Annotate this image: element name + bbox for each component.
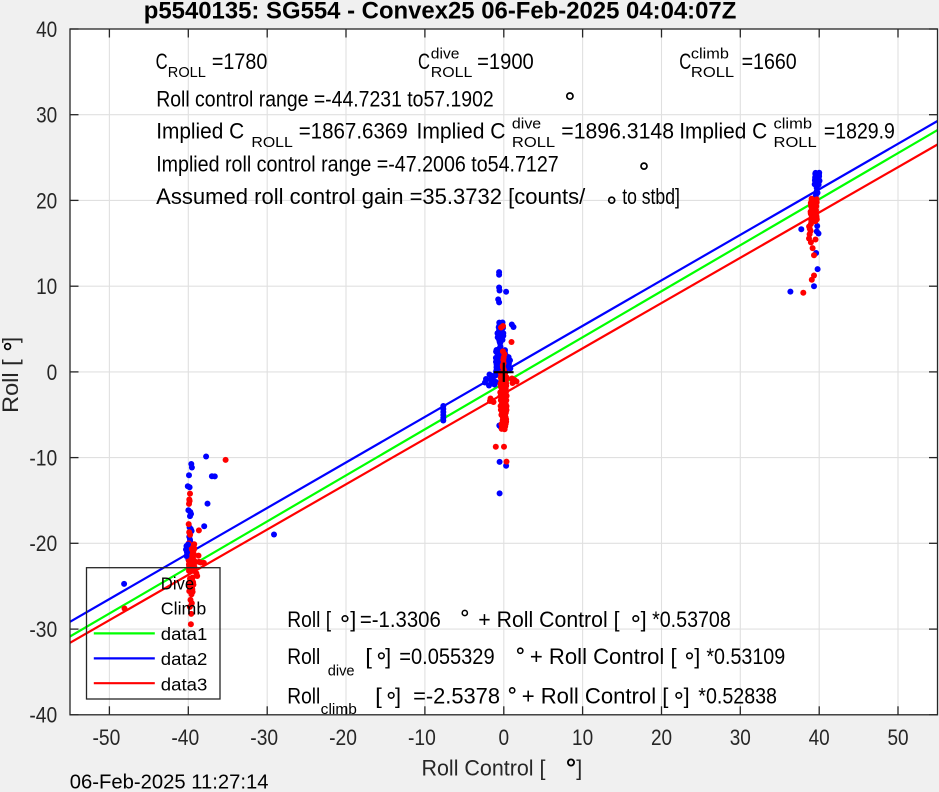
svg-text:-10: -10 [408, 725, 436, 750]
svg-text:=1900: =1900 [477, 49, 534, 74]
svg-text:10: 10 [572, 725, 593, 750]
svg-text:Implied C: Implied C [156, 118, 244, 143]
svg-text:Roll: Roll [287, 644, 320, 669]
svg-text:[: [ [365, 644, 372, 669]
svg-text:ROLL: ROLL [512, 134, 555, 151]
svg-text:]: ] [576, 755, 582, 780]
svg-text:20: 20 [36, 188, 57, 213]
svg-text:*0.52838: *0.52838 [698, 684, 777, 709]
svg-text:Roll: Roll [287, 684, 320, 709]
svg-text:-40: -40 [171, 725, 199, 750]
svg-text:ROLL: ROLL [168, 64, 206, 81]
svg-text:=-1.3306: =-1.3306 [360, 607, 441, 632]
svg-text:06-Feb-2025 11:27:14: 06-Feb-2025 11:27:14 [70, 771, 269, 792]
svg-text:Roll Control [: Roll Control [ [422, 755, 546, 780]
svg-text:data1: data1 [161, 624, 208, 644]
svg-text:*0.53109: *0.53109 [706, 644, 785, 669]
svg-text:50: 50 [887, 725, 908, 750]
svg-text:-40: -40 [29, 703, 57, 728]
svg-text:data2: data2 [161, 649, 208, 669]
svg-text:C: C [156, 49, 168, 74]
svg-text:-20: -20 [29, 531, 57, 556]
svg-text:30: 30 [730, 725, 751, 750]
svg-text:Climb: Climb [161, 599, 207, 619]
svg-text:ROLL: ROLL [251, 134, 292, 151]
svg-text:to stbd]: to stbd] [622, 184, 680, 209]
svg-text:=1867.6369: =1867.6369 [299, 118, 408, 143]
svg-text:Implied roll control range =-4: Implied roll control range =-47.2006 to5… [156, 152, 559, 177]
svg-text:]: ] [385, 644, 391, 669]
svg-text:40: 40 [36, 17, 57, 42]
svg-text:dive: dive [328, 663, 355, 680]
svg-text:]: ] [0, 337, 23, 343]
svg-text:]: ] [684, 684, 690, 709]
svg-text:-20: -20 [329, 725, 357, 750]
svg-text:Implied C: Implied C [679, 118, 767, 143]
svg-text:]: ] [694, 644, 700, 669]
svg-text:=-2.5378: =-2.5378 [413, 684, 500, 709]
svg-text:ROLL: ROLL [691, 64, 734, 81]
svg-text:0: 0 [499, 725, 510, 750]
svg-text:]: ] [350, 607, 356, 632]
svg-text:-30: -30 [29, 617, 57, 642]
svg-text:ROLL: ROLL [431, 64, 473, 81]
svg-text:Implied C: Implied C [417, 118, 506, 143]
svg-text:climb: climb [321, 701, 357, 718]
svg-text:p5540135: SG554 - Convex25 06-: p5540135: SG554 - Convex25 06-Feb-2025 0… [144, 0, 737, 25]
svg-text:Roll control range =-44.7231 t: Roll control range =-44.7231 to57.1902 [156, 87, 494, 112]
svg-text:+ Roll Control [: + Roll Control [ [530, 644, 677, 669]
svg-text:=0.055329: =0.055329 [399, 644, 494, 669]
svg-text:climb: climb [774, 116, 813, 133]
svg-text:-30: -30 [250, 725, 278, 750]
svg-text:[: [ [375, 684, 382, 709]
svg-text:dive: dive [512, 116, 541, 133]
svg-text:0: 0 [47, 360, 58, 385]
svg-text:data3: data3 [161, 674, 208, 694]
svg-text:]: ] [641, 607, 647, 632]
svg-text:Roll [: Roll [ [0, 359, 23, 413]
svg-text:]: ] [395, 684, 401, 709]
svg-text:dive: dive [431, 45, 460, 62]
svg-text:Assumed roll control gain =35.: Assumed roll control gain =35.3732 [coun… [156, 184, 586, 209]
svg-text:=1896.3148: =1896.3148 [561, 118, 674, 143]
svg-text:=1780: =1780 [212, 49, 267, 74]
svg-text:+ Roll Control [: + Roll Control [ [522, 684, 669, 709]
svg-text:-50: -50 [93, 725, 121, 750]
svg-text:C: C [418, 49, 430, 74]
svg-text:+ Roll Control [: + Roll Control [ [478, 607, 619, 632]
svg-text:Roll [: Roll [ [287, 607, 331, 632]
svg-text:40: 40 [809, 725, 830, 750]
svg-text:10: 10 [36, 274, 57, 299]
svg-text:30: 30 [36, 103, 57, 128]
svg-text:20: 20 [651, 725, 672, 750]
svg-text:=1660: =1660 [742, 49, 797, 74]
svg-text:climb: climb [691, 45, 729, 62]
svg-text:C: C [679, 49, 691, 74]
svg-text:Dive: Dive [161, 573, 194, 593]
svg-text:*0.53708: *0.53708 [652, 607, 731, 632]
svg-text:-10: -10 [29, 446, 57, 471]
svg-text:ROLL: ROLL [774, 134, 817, 151]
svg-text:=1829.9: =1829.9 [824, 118, 895, 143]
